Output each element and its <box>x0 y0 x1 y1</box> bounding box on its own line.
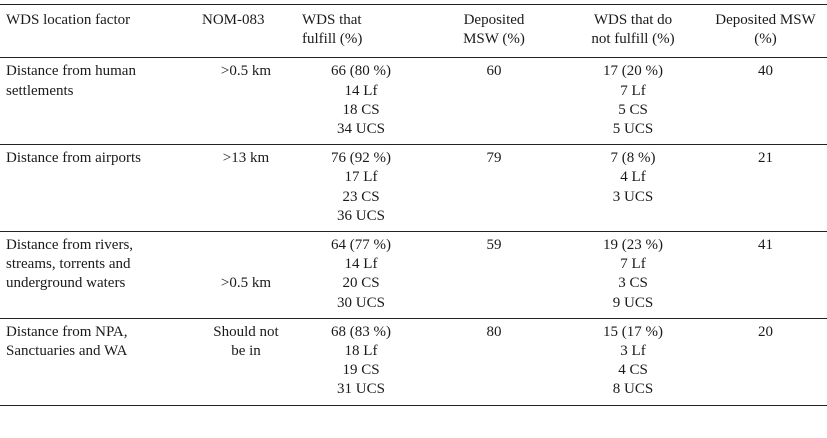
wds-not-fulfill-cell: 7 (8 %) 4 Lf 3 UCS <box>610 150 656 205</box>
header-wds-not-fulfill: WDS that do not fulfill (%) <box>591 12 675 48</box>
deposited-msw-fulfill-cell: 79 <box>486 150 502 167</box>
location-factor-cell: Distance from NPA, Sanctuaries and WA <box>6 323 128 360</box>
deposited-msw-not-fulfill-cell: 20 <box>758 323 773 340</box>
deposited-msw-fulfill-cell: 80 <box>486 323 502 340</box>
nom-083-cell: >0.5 km <box>220 63 272 80</box>
deposited-msw-fulfill-cell: 59 <box>486 237 502 254</box>
header-row: WDS location factor NOM-083 WDS that ful… <box>0 4 827 58</box>
table-body: Distance from human settlements >0.5 km … <box>0 58 827 406</box>
deposited-msw-not-fulfill-cell: 41 <box>758 237 773 254</box>
wds-location-table: WDS location factor NOM-083 WDS that ful… <box>0 4 827 406</box>
table-row: Distance from airports >13 km 76 (92 %) … <box>0 145 827 232</box>
nom-083-cell: >0.5 km <box>220 275 272 292</box>
wds-not-fulfill-cell: 19 (23 %) 7 Lf 3 CS 9 UCS <box>603 237 663 311</box>
wds-fulfill-cell: 68 (83 %) 18 Lf 19 CS 31 UCS <box>331 323 391 398</box>
header-location-factor: WDS location factor <box>6 12 131 28</box>
location-factor-cell: Distance from rivers, streams, torrents … <box>6 237 134 292</box>
nom-083-cell: Should not be in <box>213 323 279 360</box>
table-row: Distance from NPA, Sanctuaries and WA Sh… <box>0 318 827 406</box>
location-factor-cell: Distance from human settlements <box>6 63 136 99</box>
wds-fulfill-cell: 66 (80 %) 14 Lf 18 CS 34 UCS <box>331 63 391 138</box>
wds-not-fulfill-cell: 17 (20 %) 7 Lf 5 CS 5 UCS <box>603 63 663 138</box>
header-deposited-msw-fulfill: Deposited MSW (%) <box>463 12 525 48</box>
table-header: WDS location factor NOM-083 WDS that ful… <box>0 4 827 58</box>
header-nom-083: NOM-083 <box>202 12 265 28</box>
wds-fulfill-cell: 64 (77 %) 14 Lf 20 CS 30 UCS <box>331 237 391 311</box>
header-deposited-msw-not-fulfill: Deposited MSW (%) <box>715 12 816 48</box>
wds-fulfill-cell: 76 (92 %) 17 Lf 23 CS 36 UCS <box>331 150 391 224</box>
nom-083-cell: >13 km <box>222 150 270 167</box>
table-row: Distance from human settlements >0.5 km … <box>0 58 827 145</box>
deposited-msw-not-fulfill-cell: 40 <box>758 63 773 80</box>
wds-not-fulfill-cell: 15 (17 %) 3 Lf 4 CS 8 UCS <box>603 323 663 398</box>
table-row: Distance from rivers, streams, torrents … <box>0 232 827 319</box>
deposited-msw-not-fulfill-cell: 21 <box>758 150 773 167</box>
deposited-msw-fulfill-cell: 60 <box>486 63 502 80</box>
location-factor-cell: Distance from airports <box>6 150 141 167</box>
header-wds-fulfill: WDS that fulfill (%) <box>302 12 363 48</box>
